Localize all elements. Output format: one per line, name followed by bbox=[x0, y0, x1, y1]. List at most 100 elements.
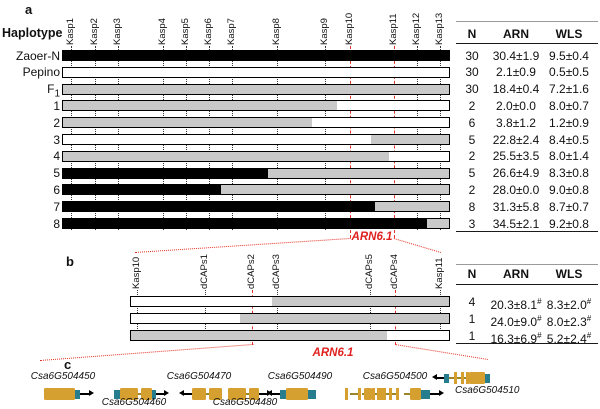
marker-label-kasp1: Kasp1 bbox=[65, 18, 76, 45]
exon-box bbox=[410, 388, 421, 400]
marker-label-kasp9: Kasp9 bbox=[319, 18, 330, 45]
bar-segment-white bbox=[131, 314, 241, 323]
bar-segment-white bbox=[131, 297, 273, 306]
table-a-cell-arn: 30.4±1.9 bbox=[492, 48, 540, 63]
haplotype-bar bbox=[62, 150, 450, 162]
bar-segment-gray bbox=[63, 101, 337, 111]
intron-line bbox=[457, 377, 461, 379]
table-a-cell-n: 2 bbox=[468, 98, 476, 113]
fine-map-bar bbox=[130, 296, 450, 307]
haplotype-bar bbox=[62, 201, 450, 213]
strand-arrow-left-icon bbox=[267, 390, 280, 396]
zoom-connector-line bbox=[40, 343, 254, 361]
bar-segment-white bbox=[63, 67, 449, 77]
marker-label-kasp10: Kasp10 bbox=[344, 12, 355, 45]
haplotype-row-label: 1 bbox=[53, 98, 60, 113]
table-a-header-arn: ARN bbox=[503, 27, 529, 41]
marker-label-kasp13: Kasp13 bbox=[434, 12, 445, 45]
haplotype-row-label: 5 bbox=[53, 166, 60, 181]
table-a-cell-wls: 0.5±0.5 bbox=[549, 65, 589, 80]
intron-line bbox=[464, 377, 466, 379]
table-a-cell-arn: 31.3±5.8 bbox=[492, 199, 540, 214]
zoom-connector-line bbox=[135, 237, 351, 253]
gene-label-Csa6G504490: Csa6G504490 bbox=[267, 371, 333, 382]
haplotype-row-label-sub: 1 bbox=[54, 88, 60, 100]
table-a-cell-n: 5 bbox=[468, 166, 476, 181]
table-a-cell-n: 5 bbox=[468, 132, 476, 147]
exon-box bbox=[141, 388, 152, 400]
exon-box bbox=[469, 372, 485, 384]
exon-tick bbox=[466, 372, 469, 384]
marker-label-kasp12: Kasp12 bbox=[411, 12, 422, 45]
marker-label-kasp11: Kasp11 bbox=[434, 257, 445, 289]
haplotype-column-header: Haplotype bbox=[2, 26, 63, 40]
exon-box bbox=[286, 388, 308, 400]
zoom-connector-line bbox=[394, 344, 488, 360]
fine-map-bar bbox=[130, 330, 450, 341]
exon-tick bbox=[461, 372, 464, 384]
arn6-1-region-label-b: ARN6.1 bbox=[312, 347, 354, 359]
bar-segment-gray bbox=[63, 84, 449, 94]
marker-label-dcaps3: dCAPs3 bbox=[271, 254, 282, 289]
utr-box bbox=[308, 389, 316, 399]
bar-segment-black bbox=[63, 51, 449, 60]
haplotype-row-label: 3 bbox=[53, 132, 60, 147]
table-a-cell-arn: 34.5±2.1 bbox=[492, 216, 540, 231]
table-a-cell-wls: 1.2±0.9 bbox=[549, 115, 589, 130]
bar-segment-black bbox=[63, 219, 427, 228]
table-a-cell-wls: 7.2±1.6 bbox=[549, 82, 589, 97]
gene-model-Csa6G504510 bbox=[432, 371, 490, 385]
intron-line bbox=[392, 393, 396, 395]
table-a-cell-wls: 9.0±0.8 bbox=[549, 182, 589, 197]
table-a-cell-n: 8 bbox=[468, 199, 476, 214]
gene-model-Csa6G504470 bbox=[179, 387, 222, 401]
bar-segment-gray bbox=[131, 331, 388, 340]
table-b-cell-wls: 5.2±2.4# bbox=[546, 330, 592, 346]
intron-line bbox=[404, 393, 410, 395]
haplotype-row-label: 2 bbox=[53, 115, 60, 130]
marker-label-kasp11: Kasp11 bbox=[388, 13, 399, 45]
table-b-cell-arn: 20.3±8.1# bbox=[490, 296, 542, 312]
haplotype-row-label: Zaoer-N bbox=[15, 48, 60, 63]
marker-label-kasp8: Kasp8 bbox=[271, 18, 282, 45]
haplotype-bar bbox=[62, 100, 450, 112]
haplotype-row-label: 4 bbox=[53, 149, 60, 164]
haplotype-row-label: 8 bbox=[53, 216, 60, 231]
table-a-cell-arn: 18.4±0.4 bbox=[492, 82, 540, 97]
table-b-cell-wls: 8.0±2.3# bbox=[546, 313, 592, 329]
haplotype-row-label: 7 bbox=[53, 199, 60, 214]
haplotype-bar bbox=[62, 218, 450, 229]
bar-segment-gray bbox=[240, 314, 449, 323]
table-rule bbox=[456, 231, 598, 232]
bar-segment-gray bbox=[426, 219, 449, 228]
utr-box bbox=[485, 373, 490, 383]
table-b-header-n: N bbox=[467, 267, 477, 281]
table-a-cell-n: 2 bbox=[468, 182, 476, 197]
intron-line bbox=[449, 377, 454, 379]
table-a-cell-n: 30 bbox=[465, 48, 479, 63]
haplotype-bar bbox=[62, 134, 450, 145]
exon-box bbox=[228, 388, 246, 400]
table-a-cell-wls: 8.0±0.7 bbox=[549, 98, 589, 113]
exon-box bbox=[120, 388, 138, 400]
significance-marker: # bbox=[537, 296, 542, 306]
bar-segment-gray bbox=[272, 297, 449, 306]
marker-label-dcaps2: dCAPs2 bbox=[246, 254, 257, 289]
gene-label-Csa6G504460: Csa6G504460 bbox=[101, 397, 167, 408]
marker-label-kasp6: Kasp6 bbox=[203, 18, 214, 45]
table-b-header-wls: WLS bbox=[555, 267, 583, 281]
table-b-cell-arn: 24.0±9.0# bbox=[490, 313, 542, 329]
bar-segment-black bbox=[63, 185, 222, 195]
table-rule bbox=[456, 264, 598, 265]
bar-segment-gray bbox=[267, 168, 449, 178]
marker-label-kasp4: Kasp4 bbox=[157, 18, 168, 45]
strand-arrow-right-icon bbox=[156, 390, 169, 396]
table-b-cell-n: 1 bbox=[468, 311, 476, 326]
exon-tick bbox=[383, 388, 386, 400]
significance-marker: # bbox=[586, 313, 592, 323]
panel-c-letter: c bbox=[64, 357, 72, 372]
table-b-header-arn: ARN bbox=[503, 267, 529, 281]
significance-marker: # bbox=[586, 330, 592, 340]
gene-label-Csa6G504480: Csa6G504480 bbox=[212, 397, 278, 408]
